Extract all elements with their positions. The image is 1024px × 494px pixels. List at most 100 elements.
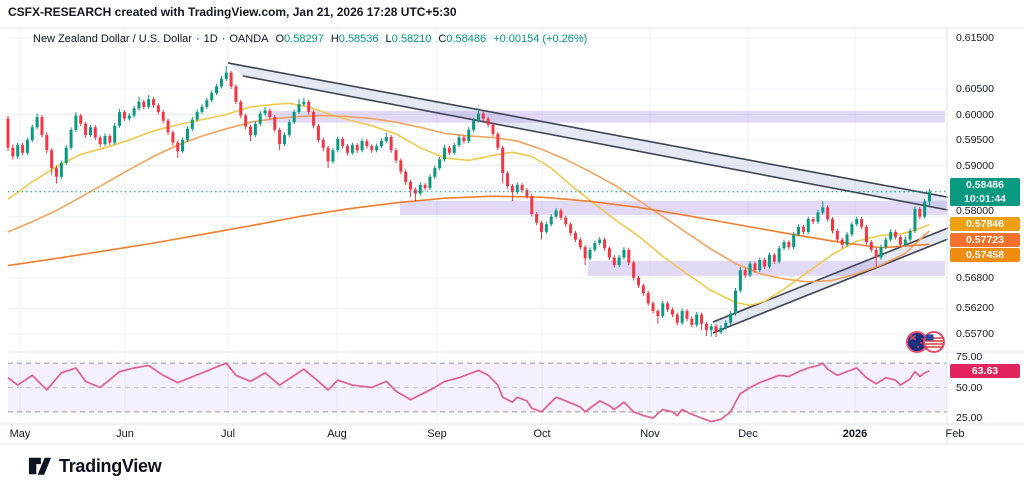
candle-body xyxy=(850,224,854,235)
candle-body xyxy=(874,249,878,258)
candle-body xyxy=(593,243,597,250)
candle-body xyxy=(734,290,737,314)
candle-body xyxy=(598,239,602,244)
candle-body xyxy=(525,190,529,197)
candle-body xyxy=(88,127,92,135)
candle-body xyxy=(6,118,10,148)
candle-body xyxy=(409,181,413,190)
candle-body xyxy=(389,136,393,151)
ascending-channel-line[interactable] xyxy=(712,238,949,334)
descending-channel-fill xyxy=(228,62,948,211)
candle-body xyxy=(801,226,805,232)
candle-body xyxy=(540,222,543,232)
candle-body xyxy=(379,141,383,147)
candle-body xyxy=(127,115,131,119)
descending-channel-line[interactable] xyxy=(242,75,949,211)
candle-body xyxy=(316,125,320,141)
candle-body xyxy=(326,147,330,162)
candle-body xyxy=(185,128,189,141)
moving-average-line[interactable] xyxy=(7,195,930,267)
candle-body xyxy=(64,147,68,164)
candle-body xyxy=(365,141,369,147)
moving-average-line[interactable] xyxy=(7,102,930,307)
candle-body xyxy=(418,184,422,194)
candle-body xyxy=(375,146,379,151)
candle-body xyxy=(292,111,296,123)
candle-body xyxy=(74,115,78,130)
candle-body xyxy=(860,219,864,227)
candle-body xyxy=(195,111,199,120)
candle-body xyxy=(331,150,335,162)
candle-body xyxy=(355,145,359,151)
candle-body xyxy=(864,226,868,243)
ascending-channel-line[interactable] xyxy=(712,227,949,323)
candle-body xyxy=(438,159,442,169)
supply-demand-zone[interactable] xyxy=(265,110,945,123)
candle-body xyxy=(831,219,834,231)
candle-body xyxy=(806,219,810,232)
candle-body xyxy=(321,140,325,148)
descending-channel-line[interactable] xyxy=(227,62,949,198)
candle-body xyxy=(748,263,752,276)
attribution-text: CSFX-RESEARCH created with TradingView.c… xyxy=(8,5,457,19)
candle-body xyxy=(767,254,771,267)
candle-body xyxy=(535,214,539,223)
candle-body xyxy=(11,147,15,157)
supply-demand-zone[interactable] xyxy=(400,200,947,216)
candle-body xyxy=(627,249,631,263)
candle-body xyxy=(59,163,63,177)
candle-body xyxy=(205,100,209,107)
candle-body xyxy=(782,242,786,249)
candle-body xyxy=(607,248,611,258)
candle-body xyxy=(443,147,446,160)
candle-body xyxy=(792,234,796,248)
rsi-line[interactable] xyxy=(7,362,930,423)
candle-body xyxy=(219,78,223,87)
candle-body xyxy=(666,303,670,310)
candle-body xyxy=(583,247,587,259)
candle-body xyxy=(30,127,34,141)
symbol-bar[interactable]: New Zealand Dollar / U.S. Dollar · 1D · OAND… xyxy=(33,33,587,45)
candle-body xyxy=(307,101,311,112)
interval-label[interactable]: 1D xyxy=(203,33,218,45)
candle-body xyxy=(346,146,349,153)
candle-body xyxy=(573,232,577,240)
candle-body xyxy=(113,125,117,143)
candle-body xyxy=(903,239,907,245)
candle-body xyxy=(190,119,194,129)
low-label: L xyxy=(385,33,392,45)
candle-body xyxy=(166,120,170,133)
candle-body xyxy=(93,127,97,138)
candle-body xyxy=(520,184,524,191)
tradingview-logo[interactable]: TradingView xyxy=(28,455,162,477)
supply-demand-zone[interactable] xyxy=(588,261,945,276)
candle-body xyxy=(501,147,505,174)
candle-body xyxy=(719,327,723,332)
candle-body xyxy=(215,86,219,94)
candle-body xyxy=(928,191,931,202)
symbol-title[interactable]: New Zealand Dollar / U.S. Dollar xyxy=(33,33,192,45)
separator-dot: · xyxy=(221,33,226,45)
candle-body xyxy=(889,231,893,240)
candle-body xyxy=(287,122,291,135)
candle-body xyxy=(486,118,490,125)
candle-body xyxy=(700,314,704,324)
open-label: O xyxy=(275,33,285,45)
candle-body xyxy=(898,237,902,245)
candle-body xyxy=(481,113,485,119)
candle-body xyxy=(273,117,277,130)
high-label: H xyxy=(330,33,339,45)
candle-body xyxy=(467,129,471,142)
candle-body xyxy=(680,311,684,323)
candle-body xyxy=(122,111,126,119)
candle-body xyxy=(35,117,39,128)
candle-body xyxy=(200,106,204,112)
open-value: 0.58297 xyxy=(284,33,324,45)
candle-body xyxy=(772,254,776,262)
candle-body xyxy=(234,86,238,102)
candle-body xyxy=(69,129,73,148)
candle-body xyxy=(297,104,301,112)
candle-body xyxy=(413,189,417,194)
candle-body xyxy=(302,101,306,105)
